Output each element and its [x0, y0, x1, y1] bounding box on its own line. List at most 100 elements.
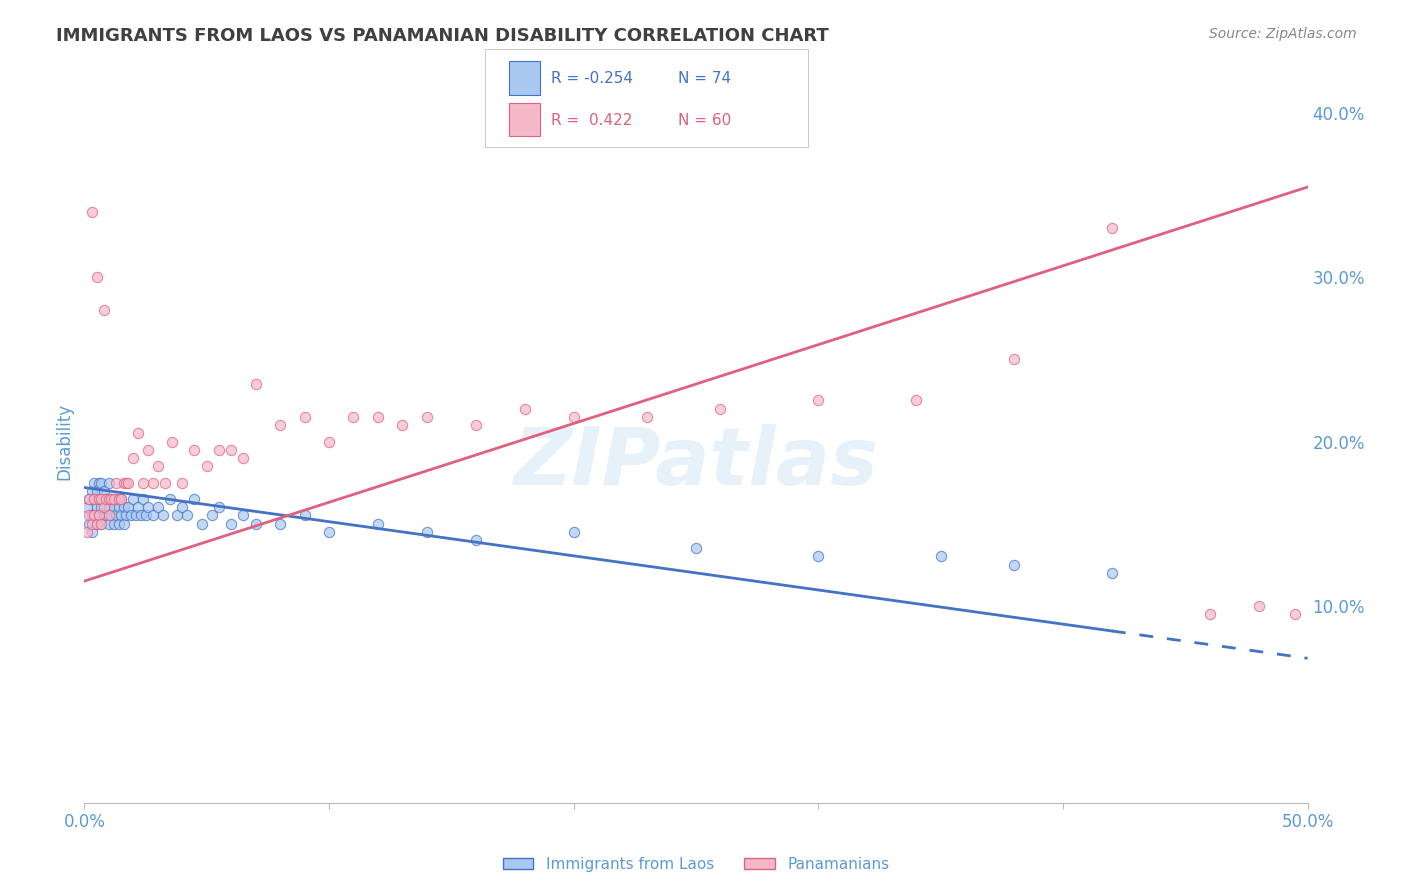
Point	[86, 516, 108, 531]
Point	[1247, 599, 1270, 613]
Point	[86, 500, 108, 515]
Point	[96, 491, 118, 506]
Point	[103, 516, 125, 531]
Point	[685, 541, 707, 556]
Point	[105, 491, 128, 506]
Point	[159, 491, 181, 506]
Point	[117, 500, 139, 515]
Point	[636, 409, 658, 424]
Point	[172, 500, 194, 515]
Point	[97, 491, 120, 506]
Point	[132, 475, 155, 490]
Point	[294, 508, 316, 523]
Point	[77, 508, 100, 523]
Point	[318, 434, 340, 449]
Point	[208, 442, 231, 457]
Point	[87, 475, 110, 490]
Point	[100, 491, 122, 506]
Point	[115, 475, 138, 490]
Point	[86, 270, 108, 285]
Point	[232, 450, 254, 465]
Point	[93, 500, 115, 515]
Point	[80, 483, 103, 498]
Point	[97, 508, 120, 523]
Point	[1002, 352, 1025, 367]
Point	[77, 491, 100, 506]
Point	[1101, 566, 1123, 580]
Point	[93, 508, 115, 523]
Point	[166, 508, 188, 523]
Point	[562, 524, 585, 539]
Point	[100, 491, 122, 506]
Point	[120, 508, 142, 523]
Point	[80, 204, 103, 219]
Point	[80, 508, 103, 523]
Point	[90, 491, 112, 506]
Point	[245, 377, 267, 392]
Point	[294, 409, 316, 424]
Point	[83, 491, 105, 506]
Point	[103, 500, 125, 515]
Point	[219, 442, 242, 457]
Point	[112, 500, 135, 515]
Point	[367, 409, 389, 424]
Point	[135, 508, 157, 523]
Point	[110, 491, 132, 506]
Point	[87, 491, 110, 506]
Point	[807, 549, 830, 564]
Point	[93, 303, 115, 318]
Text: IMMIGRANTS FROM LAOS VS PANAMANIAN DISABILITY CORRELATION CHART: IMMIGRANTS FROM LAOS VS PANAMANIAN DISAB…	[56, 27, 830, 45]
Point	[195, 459, 218, 474]
Point	[115, 508, 138, 523]
Point	[87, 491, 110, 506]
Point	[105, 475, 128, 490]
Point	[83, 475, 105, 490]
Point	[200, 508, 222, 523]
Point	[391, 418, 413, 433]
Point	[90, 500, 112, 515]
Point	[269, 418, 291, 433]
Point	[464, 418, 486, 433]
Point	[93, 491, 115, 506]
Point	[90, 516, 112, 531]
Text: R =  0.422: R = 0.422	[551, 113, 633, 128]
Point	[107, 491, 129, 506]
Point	[342, 409, 364, 424]
Point	[709, 401, 731, 416]
Text: R = -0.254: R = -0.254	[551, 71, 633, 86]
Point	[807, 393, 830, 408]
Point	[183, 442, 205, 457]
Point	[367, 516, 389, 531]
Point	[129, 508, 152, 523]
Point	[90, 516, 112, 531]
Point	[146, 500, 169, 515]
Point	[96, 508, 118, 523]
Point	[136, 500, 159, 515]
Text: N = 74: N = 74	[678, 71, 731, 86]
Point	[232, 508, 254, 523]
Point	[105, 508, 128, 523]
Point	[96, 491, 118, 506]
Point	[562, 409, 585, 424]
Point	[1002, 558, 1025, 572]
Y-axis label: Disability: Disability	[55, 403, 73, 480]
Point	[1198, 607, 1220, 621]
Point	[152, 508, 174, 523]
Point	[86, 483, 108, 498]
Point	[112, 516, 135, 531]
Point	[172, 475, 194, 490]
Point	[110, 508, 132, 523]
Point	[87, 508, 110, 523]
Point	[1101, 221, 1123, 235]
Point	[127, 426, 149, 441]
Point	[318, 524, 340, 539]
Point	[76, 524, 98, 539]
Point	[97, 500, 120, 515]
Point	[132, 491, 155, 506]
Point	[127, 500, 149, 515]
Point	[176, 508, 198, 523]
Point	[97, 475, 120, 490]
Point	[162, 434, 184, 449]
Point	[112, 475, 135, 490]
Text: ZIPatlas: ZIPatlas	[513, 425, 879, 502]
